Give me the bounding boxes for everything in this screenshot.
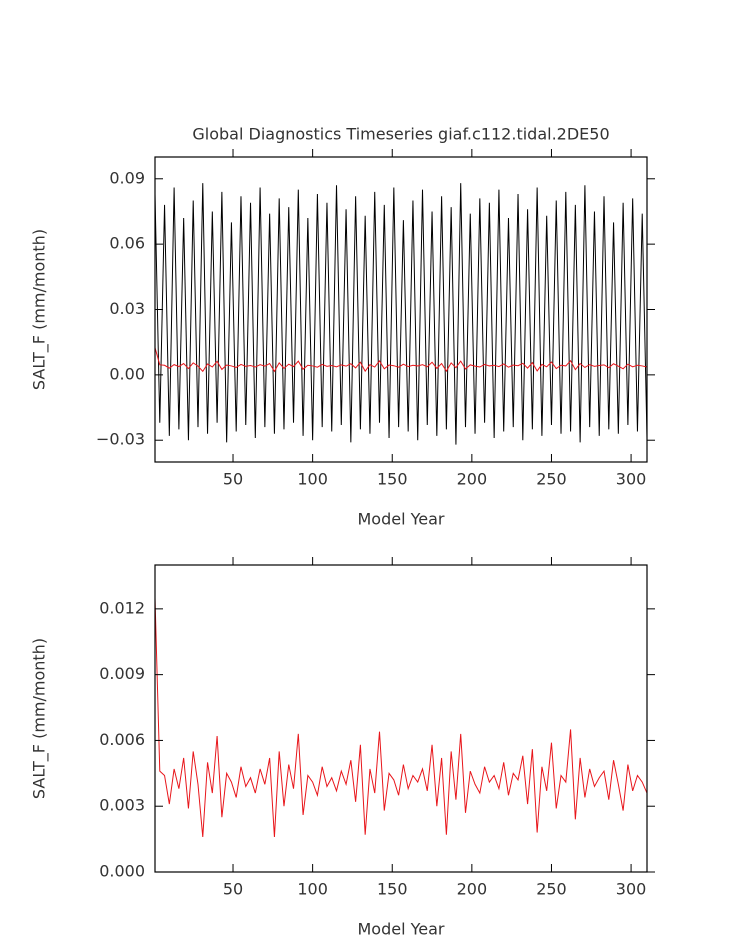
y-tick-label: 0.09: [109, 168, 145, 187]
x-tick-label: 300: [616, 470, 647, 489]
data-line: [154, 597, 648, 837]
y-tick-label: 0.03: [109, 299, 145, 318]
y-tick-label: 0.012: [99, 598, 145, 617]
y-axis-label: SALT_F (mm/month): [30, 229, 50, 390]
y-tick-label: 0.009: [99, 664, 145, 683]
x-tick-label: 200: [457, 470, 488, 489]
y-tick-label: 0.06: [109, 234, 145, 253]
x-tick-label: 50: [223, 880, 243, 899]
y-tick-label: −0.03: [96, 430, 145, 449]
y-axis-label: SALT_F (mm/month): [30, 638, 50, 799]
x-tick-label: 100: [297, 470, 328, 489]
chart-title: Global Diagnostics Timeseries giaf.c112.…: [192, 125, 609, 144]
y-tick-label: 0.00: [109, 364, 145, 383]
y-tick-label: 0.006: [99, 730, 145, 749]
y-tick-label: 0.000: [99, 862, 145, 881]
y-tick-label: 0.003: [99, 796, 145, 815]
x-tick-label: 50: [223, 470, 243, 489]
x-axis-label: Model Year: [358, 920, 445, 939]
data-line: [154, 347, 648, 373]
x-axis-label: Model Year: [358, 510, 445, 529]
x-tick-label: 250: [536, 470, 567, 489]
x-tick-label: 300: [616, 880, 647, 899]
x-tick-label: 100: [297, 880, 328, 899]
x-tick-label: 250: [536, 880, 567, 899]
x-tick-label: 150: [377, 880, 408, 899]
x-tick-label: 200: [457, 880, 488, 899]
x-tick-label: 150: [377, 470, 408, 489]
plot-frame: [154, 564, 648, 873]
data-line: [154, 183, 648, 445]
